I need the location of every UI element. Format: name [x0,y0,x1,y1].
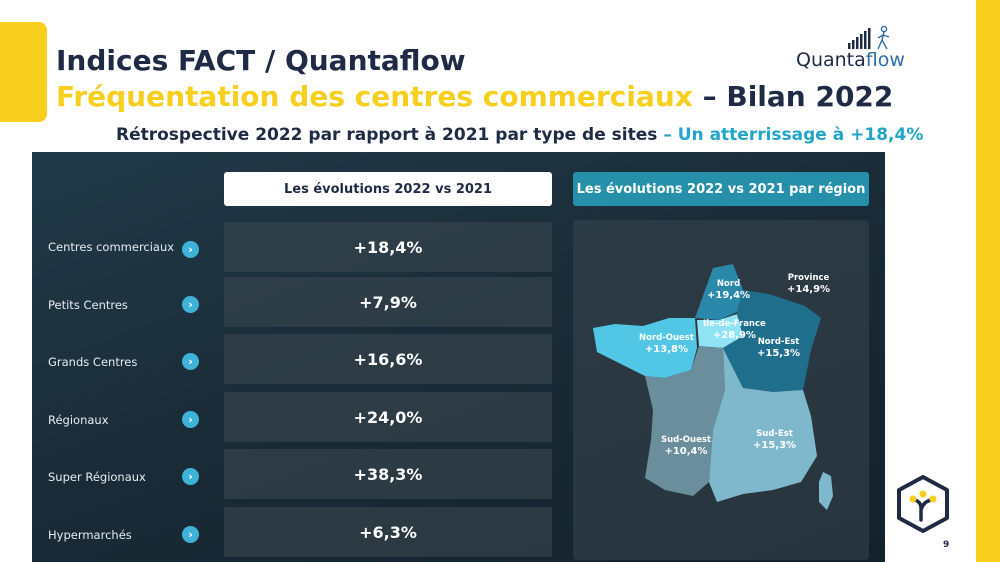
bar-chart-walker-icon [848,25,890,50]
value-cell: +24,0% [224,392,552,442]
row-label-regionaux: Régionaux [48,413,109,427]
region-label-province: Province +14,9% [787,272,830,296]
page-number: 9 [943,540,950,550]
left-accent-bar [0,22,47,122]
row-label-text: Petits Centres [48,298,128,312]
right-accent-bar [976,0,1000,562]
region-label-nord-est: Nord-Est +15,3% [757,336,800,360]
region-name: Sud-Ouest [661,435,711,445]
logo-text-accent: flow [865,49,905,71]
row-label-petits-centres: Petits Centres [48,298,128,312]
chevron-right-icon[interactable]: › [182,296,199,313]
value-cell: +18,4% [224,222,552,272]
region-nord-est [723,290,821,392]
subtitle-highlight: – Un atterrissage à +18,4% [657,125,924,145]
region-nord-ouest [593,318,697,378]
chevron-right-icon[interactable]: › [182,411,199,428]
row-label-text: Hypermarchés [48,528,132,542]
region-value: +15,3% [757,348,801,359]
region-label-sud-ouest: Sud-Ouest +10,4% [661,434,711,458]
value-cell: +16,6% [224,334,552,384]
region-sud-ouest [645,346,725,496]
region-value: +15,3% [753,440,797,451]
france-map [593,264,833,510]
title-rest: – Bilan 2022 [692,80,894,113]
chevron-right-icon[interactable]: › [182,526,199,543]
region-value: +13,8% [644,344,688,355]
region-label-nord-ouest: Nord-Ouest +13,8% [639,332,694,356]
tree-hexagon-icon [897,475,949,533]
region-corse [819,472,833,510]
region-value: +28,9% [712,330,756,341]
row-label-text: Centres commerciaux [48,240,175,254]
content-panel: Les évolutions 2022 vs 2021 Les évolutio… [32,152,885,562]
region-nord [695,264,743,320]
row-label-super-regionaux: Super Régionaux [48,470,146,484]
row-label-text: Grands Centres [48,355,138,369]
row-label-hypermarches: Hypermarchés [48,528,132,542]
region-idf [697,314,743,348]
value-cell: +6,3% [224,507,552,557]
chevron-right-icon[interactable]: › [182,353,199,370]
region-name: Nord-Ouest [639,333,694,343]
row-label-text: Super Régionaux [48,470,146,484]
logo-text-main: Quanta [796,49,866,71]
region-value: +19,4% [707,290,751,301]
region-value: +10,4% [664,446,708,457]
region-sud-est [709,348,817,502]
section-subtitle: Rétrospective 2022 par rapport à 2021 pa… [116,125,923,145]
header-evolutions: Les évolutions 2022 vs 2021 [224,172,552,206]
value-cell: +7,9% [224,277,552,327]
region-label-nord: Nord +19,4% [707,278,750,302]
logo-text: Quantaflow [796,49,905,71]
subtitle-main: Rétrospective 2022 par rapport à 2021 pa… [116,125,658,145]
chevron-right-icon[interactable]: › [182,241,199,258]
region-name: Sud-Est [756,429,793,439]
region-name: Ile-de-France [703,319,766,329]
region-name: Province [787,273,830,283]
france-map-panel: Province +14,9% Nord +19,4% Ile-de-France +… [573,220,869,560]
header-evolutions-region: Les évolutions 2022 vs 2021 par région [573,172,869,206]
value-cell: +38,3% [224,449,552,499]
row-label-text: Régionaux [48,413,109,427]
region-name: Nord-Est [757,337,800,347]
row-label-centres-commerciaux: Centres commerciaux [48,240,174,254]
quantaflow-logo: Quantaflow [796,25,922,71]
region-label-idf: Ile-de-France +28,9% [703,318,766,342]
page-subtitle-line: Fréquentation des centres commerciaux – … [56,80,893,113]
row-label-grands-centres: Grands Centres [48,355,137,369]
title-highlight: Fréquentation des centres commerciaux [56,80,693,113]
region-value: +14,9% [787,284,831,295]
region-name: Nord [716,279,741,289]
region-label-sud-est: Sud-Est +15,3% [753,428,796,452]
chevron-right-icon[interactable]: › [182,468,199,485]
page-title: Indices FACT / Quantaflow [56,44,466,77]
